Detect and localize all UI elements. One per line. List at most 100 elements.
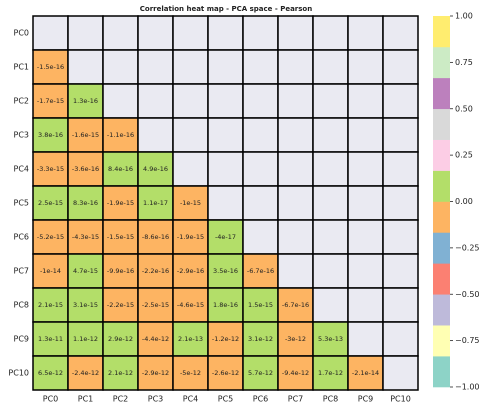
cell bbox=[137, 355, 174, 391]
y-tick-label: PC9 bbox=[14, 335, 30, 344]
colorbar-tick-label: 0.75 bbox=[455, 58, 473, 67]
empty-cell bbox=[67, 15, 104, 51]
empty-cell bbox=[137, 117, 174, 153]
empty-cell bbox=[172, 49, 209, 85]
cell-label: -1.1e-16 bbox=[107, 131, 134, 139]
empty-cell bbox=[277, 253, 314, 289]
empty-cell bbox=[172, 151, 209, 187]
empty-cell bbox=[207, 151, 244, 187]
colorbar-band bbox=[433, 77, 450, 110]
cell bbox=[347, 355, 384, 391]
empty-cell bbox=[347, 117, 384, 153]
y-tick-label: PC8 bbox=[14, 301, 30, 310]
cell-label: -2.1e-14 bbox=[352, 369, 379, 377]
y-tick-label: PC0 bbox=[14, 29, 30, 38]
cell-label: -2.2e-15 bbox=[107, 301, 134, 309]
cell-label: 3.5e-16 bbox=[213, 267, 238, 275]
empty-cell bbox=[277, 185, 314, 221]
cell-label: -2.5e-15 bbox=[142, 301, 169, 309]
cell bbox=[67, 151, 104, 187]
empty-cell bbox=[312, 185, 349, 221]
colorbar-band bbox=[433, 232, 450, 264]
colorbar-band bbox=[433, 139, 450, 171]
x-tick-label: PC9 bbox=[358, 395, 374, 404]
colorbar-band bbox=[433, 294, 450, 326]
x-tick-label: PC3 bbox=[148, 395, 164, 404]
empty-cell bbox=[102, 49, 139, 85]
x-tick-label: PC8 bbox=[323, 395, 339, 404]
empty-cell bbox=[137, 49, 174, 85]
cell bbox=[32, 321, 69, 357]
cell-label: -1.9e-15 bbox=[107, 199, 134, 207]
cell-label: 1.5e-15 bbox=[248, 301, 273, 309]
cell bbox=[137, 151, 174, 187]
empty-cell bbox=[207, 83, 244, 119]
cell bbox=[67, 219, 104, 255]
cell-label: 5.3e-13 bbox=[318, 335, 343, 343]
empty-cell bbox=[172, 83, 209, 119]
empty-cell bbox=[242, 83, 279, 119]
empty-cell bbox=[242, 117, 279, 153]
cell bbox=[67, 355, 104, 391]
x-tick-label: PC7 bbox=[288, 395, 304, 404]
empty-cell bbox=[207, 117, 244, 153]
y-tick-label: PC10 bbox=[8, 369, 29, 378]
y-tick-label: PC5 bbox=[14, 199, 30, 208]
colorbar-band bbox=[433, 170, 450, 202]
empty-cell bbox=[312, 219, 349, 255]
cell bbox=[32, 355, 69, 391]
colorbar-tick-label: 0.25 bbox=[455, 151, 473, 160]
cell-label: 2.9e-12 bbox=[108, 335, 133, 343]
colorbar-tick-label: −0.75 bbox=[455, 336, 480, 345]
empty-cell bbox=[102, 83, 139, 119]
cell-label: 8.3e-16 bbox=[73, 199, 98, 207]
cell-label: 5.7e-12 bbox=[248, 369, 273, 377]
cell bbox=[67, 253, 104, 289]
empty-cell bbox=[277, 151, 314, 187]
y-tick-label: PC3 bbox=[14, 131, 30, 140]
cell bbox=[137, 219, 174, 255]
empty-cell bbox=[347, 15, 384, 51]
empty-cell bbox=[102, 15, 139, 51]
cell-label: 3.1e-12 bbox=[248, 335, 273, 343]
cell bbox=[172, 219, 209, 255]
empty-cell bbox=[382, 219, 419, 255]
y-tick-label: PC1 bbox=[14, 63, 30, 72]
cell bbox=[312, 321, 349, 357]
empty-cell bbox=[312, 253, 349, 289]
cell-label: -4e-17 bbox=[215, 233, 236, 241]
y-tick-label: PC2 bbox=[14, 97, 30, 106]
cell-label: -2.2e-16 bbox=[142, 267, 169, 275]
x-tick-label: PC5 bbox=[218, 395, 234, 404]
cell bbox=[32, 287, 69, 323]
empty-cell bbox=[382, 151, 419, 187]
colorbar-tick-label: 1.00 bbox=[455, 12, 473, 21]
x-tick-label: PC0 bbox=[43, 395, 59, 404]
empty-cell bbox=[382, 15, 419, 51]
empty-cell bbox=[382, 321, 419, 357]
cell bbox=[312, 355, 349, 391]
cell-label: 1.7e-12 bbox=[318, 369, 343, 377]
cell bbox=[32, 219, 69, 255]
colorbar-band bbox=[433, 108, 450, 140]
cell-label: -1.5e-16 bbox=[37, 63, 64, 71]
x-tick-label: PC10 bbox=[390, 395, 411, 404]
cell-label: 1.3e-11 bbox=[38, 335, 63, 343]
cell-label: -1.2e-12 bbox=[212, 335, 239, 343]
cell bbox=[277, 287, 314, 323]
cell-label: -1.5e-15 bbox=[107, 233, 134, 241]
cell-label: -4.4e-12 bbox=[142, 335, 169, 343]
empty-cell bbox=[382, 117, 419, 153]
y-tick-label: PC4 bbox=[14, 165, 30, 174]
colorbar-band bbox=[433, 16, 450, 48]
empty-cell bbox=[382, 83, 419, 119]
cell-label: -8.6e-16 bbox=[142, 233, 169, 241]
cell-label: 2.1e-13 bbox=[178, 335, 203, 343]
colorbar-tick-label: −1.00 bbox=[455, 383, 480, 392]
colorbar-tick-label: 0.50 bbox=[455, 104, 473, 113]
empty-cell bbox=[32, 15, 69, 51]
cell-label: -4.3e-15 bbox=[72, 233, 99, 241]
cell bbox=[102, 117, 139, 153]
cell-label: 3.8e-16 bbox=[38, 131, 63, 139]
cell-label: -2.4e-12 bbox=[72, 369, 99, 377]
